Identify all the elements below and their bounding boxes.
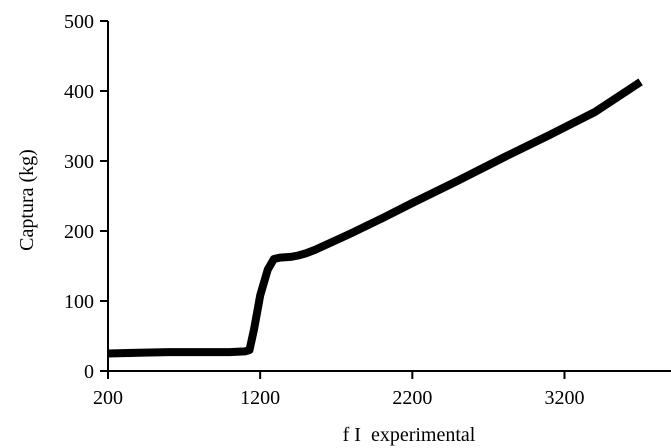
y-tick-label: 200: [64, 221, 94, 243]
y-tick-label: 0: [84, 361, 94, 383]
chart-axes: 200 1200 2200 3200 0 100 200 300 400 500: [64, 11, 671, 409]
y-axis-ticks: 0 100 200 300 400 500: [64, 11, 108, 383]
x-tick-label: 200: [93, 387, 123, 409]
x-tick-label: 3200: [544, 387, 584, 409]
series-layer: [107, 78, 643, 358]
y-tick-label: 500: [64, 11, 94, 33]
y-tick-label: 400: [64, 81, 94, 103]
y-tick-label: 100: [64, 291, 94, 313]
x-axis-ticks: 200 1200 2200 3200: [93, 371, 584, 409]
x-axis-label: f I experimental: [343, 424, 476, 446]
y-axis-label: Captura (kg): [16, 149, 38, 251]
x-tick-label: 1200: [240, 387, 280, 409]
x-tick-label: 2200: [392, 387, 432, 409]
y-tick-label: 300: [64, 151, 94, 173]
series-line-0: [107, 78, 643, 358]
